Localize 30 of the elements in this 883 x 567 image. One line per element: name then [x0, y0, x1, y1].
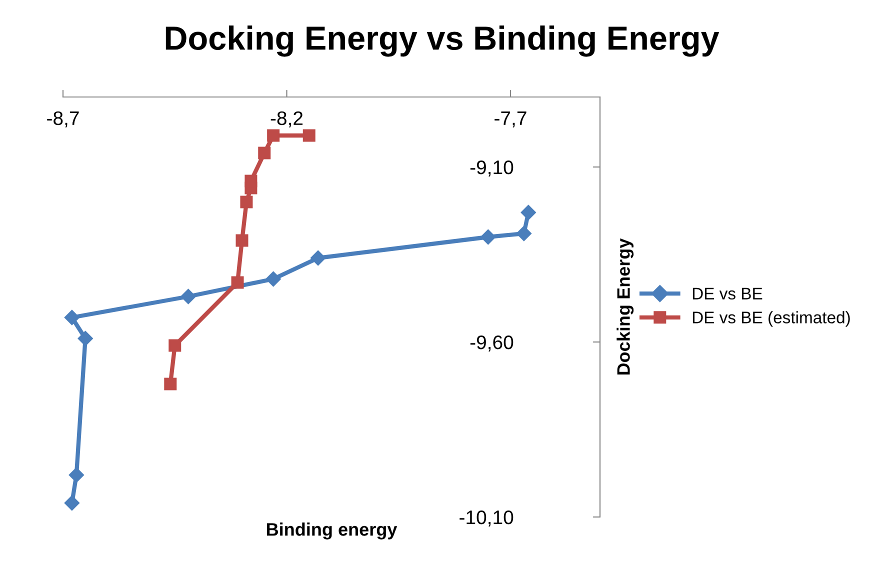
point — [180, 288, 196, 304]
point — [266, 271, 281, 287]
y-tick-label: -9,10 — [470, 160, 514, 177]
y-tick-label: -10,10 — [460, 510, 514, 527]
point — [64, 495, 80, 511]
point — [302, 129, 316, 142]
point — [244, 174, 258, 188]
legend-label: DE vs BE — [692, 288, 762, 300]
x-tick-label: -8,2 — [270, 111, 303, 128]
point — [164, 378, 177, 390]
point — [240, 196, 253, 208]
point — [520, 204, 536, 220]
point — [236, 234, 248, 247]
chart-title: Docking Energy vs Binding Energy — [166, 26, 720, 57]
x-axis-title: Binding energy — [267, 522, 398, 540]
point — [480, 229, 496, 245]
point — [64, 310, 80, 326]
point — [310, 250, 326, 266]
legend-label: DE vs BE (estimated) — [692, 311, 850, 327]
point — [258, 146, 271, 160]
x-tick-label: -8,7 — [47, 111, 79, 128]
point — [516, 226, 532, 242]
point — [68, 467, 84, 483]
point — [168, 339, 182, 352]
point — [267, 129, 280, 142]
point — [78, 330, 93, 346]
point — [231, 276, 244, 289]
y-tick-label: -9,60 — [470, 335, 514, 352]
y-axis-title: Docking Energy — [616, 238, 634, 375]
x-tick-label: -7,7 — [494, 112, 526, 128]
